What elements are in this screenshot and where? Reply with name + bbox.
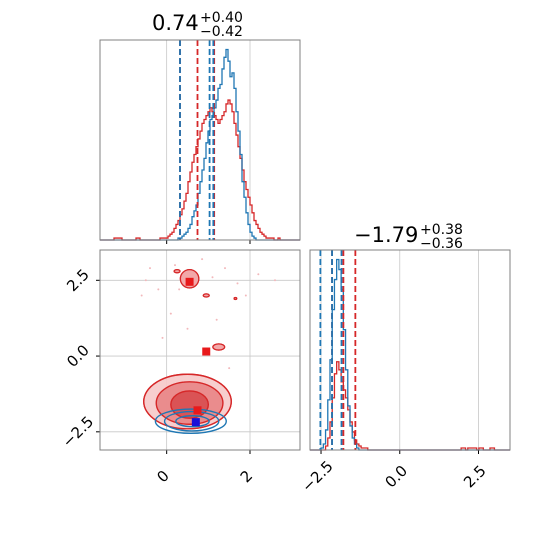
x-tick-label: 0.0 <box>381 462 411 492</box>
y-tick-label: 0.0 <box>63 341 93 371</box>
panel-frame <box>99 249 301 451</box>
y-tick-label: −2.5 <box>59 413 97 451</box>
marker-red <box>193 406 202 415</box>
panel-frame <box>309 249 511 451</box>
contour-red-island <box>233 296 238 300</box>
contour-blue <box>175 415 210 428</box>
contour-red-island <box>212 343 226 351</box>
title-param-1-median: 0.74 <box>152 11 199 35</box>
contour-red-filled <box>170 390 210 419</box>
sample-point <box>211 276 214 279</box>
sample-point <box>178 288 181 291</box>
histogram-step-red <box>100 99 300 241</box>
histogram-step-blue <box>100 48 300 241</box>
histogram-panel-param-2: −2.5 0.0 2.5 <box>298 249 511 496</box>
sample-point <box>224 267 226 270</box>
x-tick-label: 2 <box>237 467 256 486</box>
contour-blue <box>163 410 220 432</box>
histogram-step-blue <box>310 258 510 451</box>
x-tick-label: 0 <box>153 467 172 486</box>
sample-point <box>144 279 147 282</box>
sample-point <box>257 273 260 276</box>
contour-blue <box>154 408 227 435</box>
panel-frame <box>99 39 301 241</box>
sample-point <box>274 279 276 282</box>
sample-point <box>244 294 247 297</box>
marker-red <box>185 277 194 286</box>
title-param-2-plus: +0.38 <box>420 222 463 238</box>
sample-point <box>149 267 151 270</box>
sample-point <box>169 312 172 315</box>
contour-red-island <box>202 293 210 298</box>
marker-blue <box>191 418 200 427</box>
sample-point <box>186 327 189 330</box>
title-param-2-median: −1.79 <box>354 223 418 247</box>
sample-point <box>215 318 218 321</box>
sample-point <box>140 294 143 297</box>
title-param-1-minus: −0.42 <box>200 24 243 40</box>
histogram-step-red <box>310 361 510 451</box>
histogram-panel-param-1 <box>99 39 301 244</box>
sample-point <box>174 264 176 267</box>
y-tick-label: 2.5 <box>63 266 93 296</box>
x-tick-label: 2.5 <box>460 462 490 492</box>
sample-point <box>228 367 231 370</box>
sample-point <box>157 288 160 291</box>
marker-red <box>202 347 211 356</box>
sample-point <box>236 282 239 285</box>
sample-point <box>201 258 204 261</box>
x-tick-label: −2.5 <box>298 457 336 495</box>
scatter-panel-params-1-2: 0 2 2.5 0.0 −2.5 <box>59 249 301 486</box>
contour-red-island <box>173 269 181 274</box>
title-param-2-minus: −0.36 <box>420 236 463 252</box>
sample-point <box>161 336 164 339</box>
title-param-1-plus: +0.40 <box>200 10 243 26</box>
